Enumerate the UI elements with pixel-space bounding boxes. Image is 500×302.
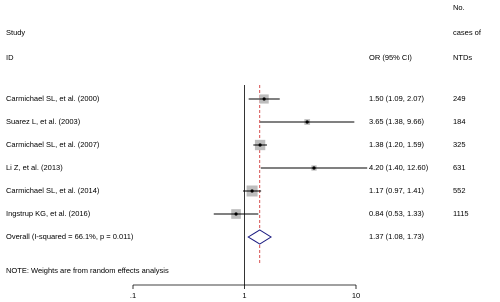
study-name: Carmichael SL, et al. (2014) xyxy=(6,186,100,195)
header-cases: NTDs xyxy=(453,53,472,62)
overall-label: 1.37 (1.08, 1.73) xyxy=(369,232,425,241)
cases-label: 325 xyxy=(453,140,466,149)
estimate-label: 0.84 (0.53, 1.33) xyxy=(369,209,425,218)
estimate-label: 1.50 (1.09, 2.07) xyxy=(369,94,425,103)
header-cases: cases of xyxy=(453,28,482,37)
cases-label: 1115 xyxy=(453,209,469,218)
point-estimate xyxy=(258,143,262,147)
header-study: Study xyxy=(6,28,25,37)
x-tick-label: .1 xyxy=(130,291,136,300)
estimate-label: 3.65 (1.38, 9.66) xyxy=(369,117,425,126)
note: NOTE: Weights are from random effects an… xyxy=(6,266,169,275)
x-tick-label: 10 xyxy=(352,291,360,300)
header-id: ID xyxy=(6,53,14,62)
cases-label: 631 xyxy=(453,163,466,172)
estimate-label: 4.20 (1.40, 12.60) xyxy=(369,163,429,172)
cases-label: 249 xyxy=(453,94,466,103)
header-cases: No. xyxy=(453,3,465,12)
estimate-label: 1.38 (1.20, 1.59) xyxy=(369,140,425,149)
point-estimate xyxy=(234,212,238,216)
overall-name: Overall (I-squared = 66.1%, p = 0.011) xyxy=(6,232,134,241)
header-estimate: OR (95% CI) xyxy=(369,53,412,62)
point-estimate xyxy=(305,120,309,124)
point-estimate xyxy=(262,97,266,101)
cases-label: 552 xyxy=(453,186,466,195)
point-estimate xyxy=(312,166,316,170)
study-name: Suarez L, et al. (2003) xyxy=(6,117,81,126)
study-name: Carmichael SL, et al. (2000) xyxy=(6,94,100,103)
point-estimate xyxy=(250,189,254,193)
overall-diamond xyxy=(247,229,272,245)
estimate-label: 1.17 (0.97, 1.41) xyxy=(369,186,425,195)
x-tick-label: 1 xyxy=(242,291,246,300)
cases-label: 184 xyxy=(453,117,466,126)
study-name: Carmichael SL, et al. (2007) xyxy=(6,140,100,149)
study-name: Li Z, et al. (2013) xyxy=(6,163,63,172)
study-name: Ingstrup KG, et al. (2016) xyxy=(6,209,91,218)
